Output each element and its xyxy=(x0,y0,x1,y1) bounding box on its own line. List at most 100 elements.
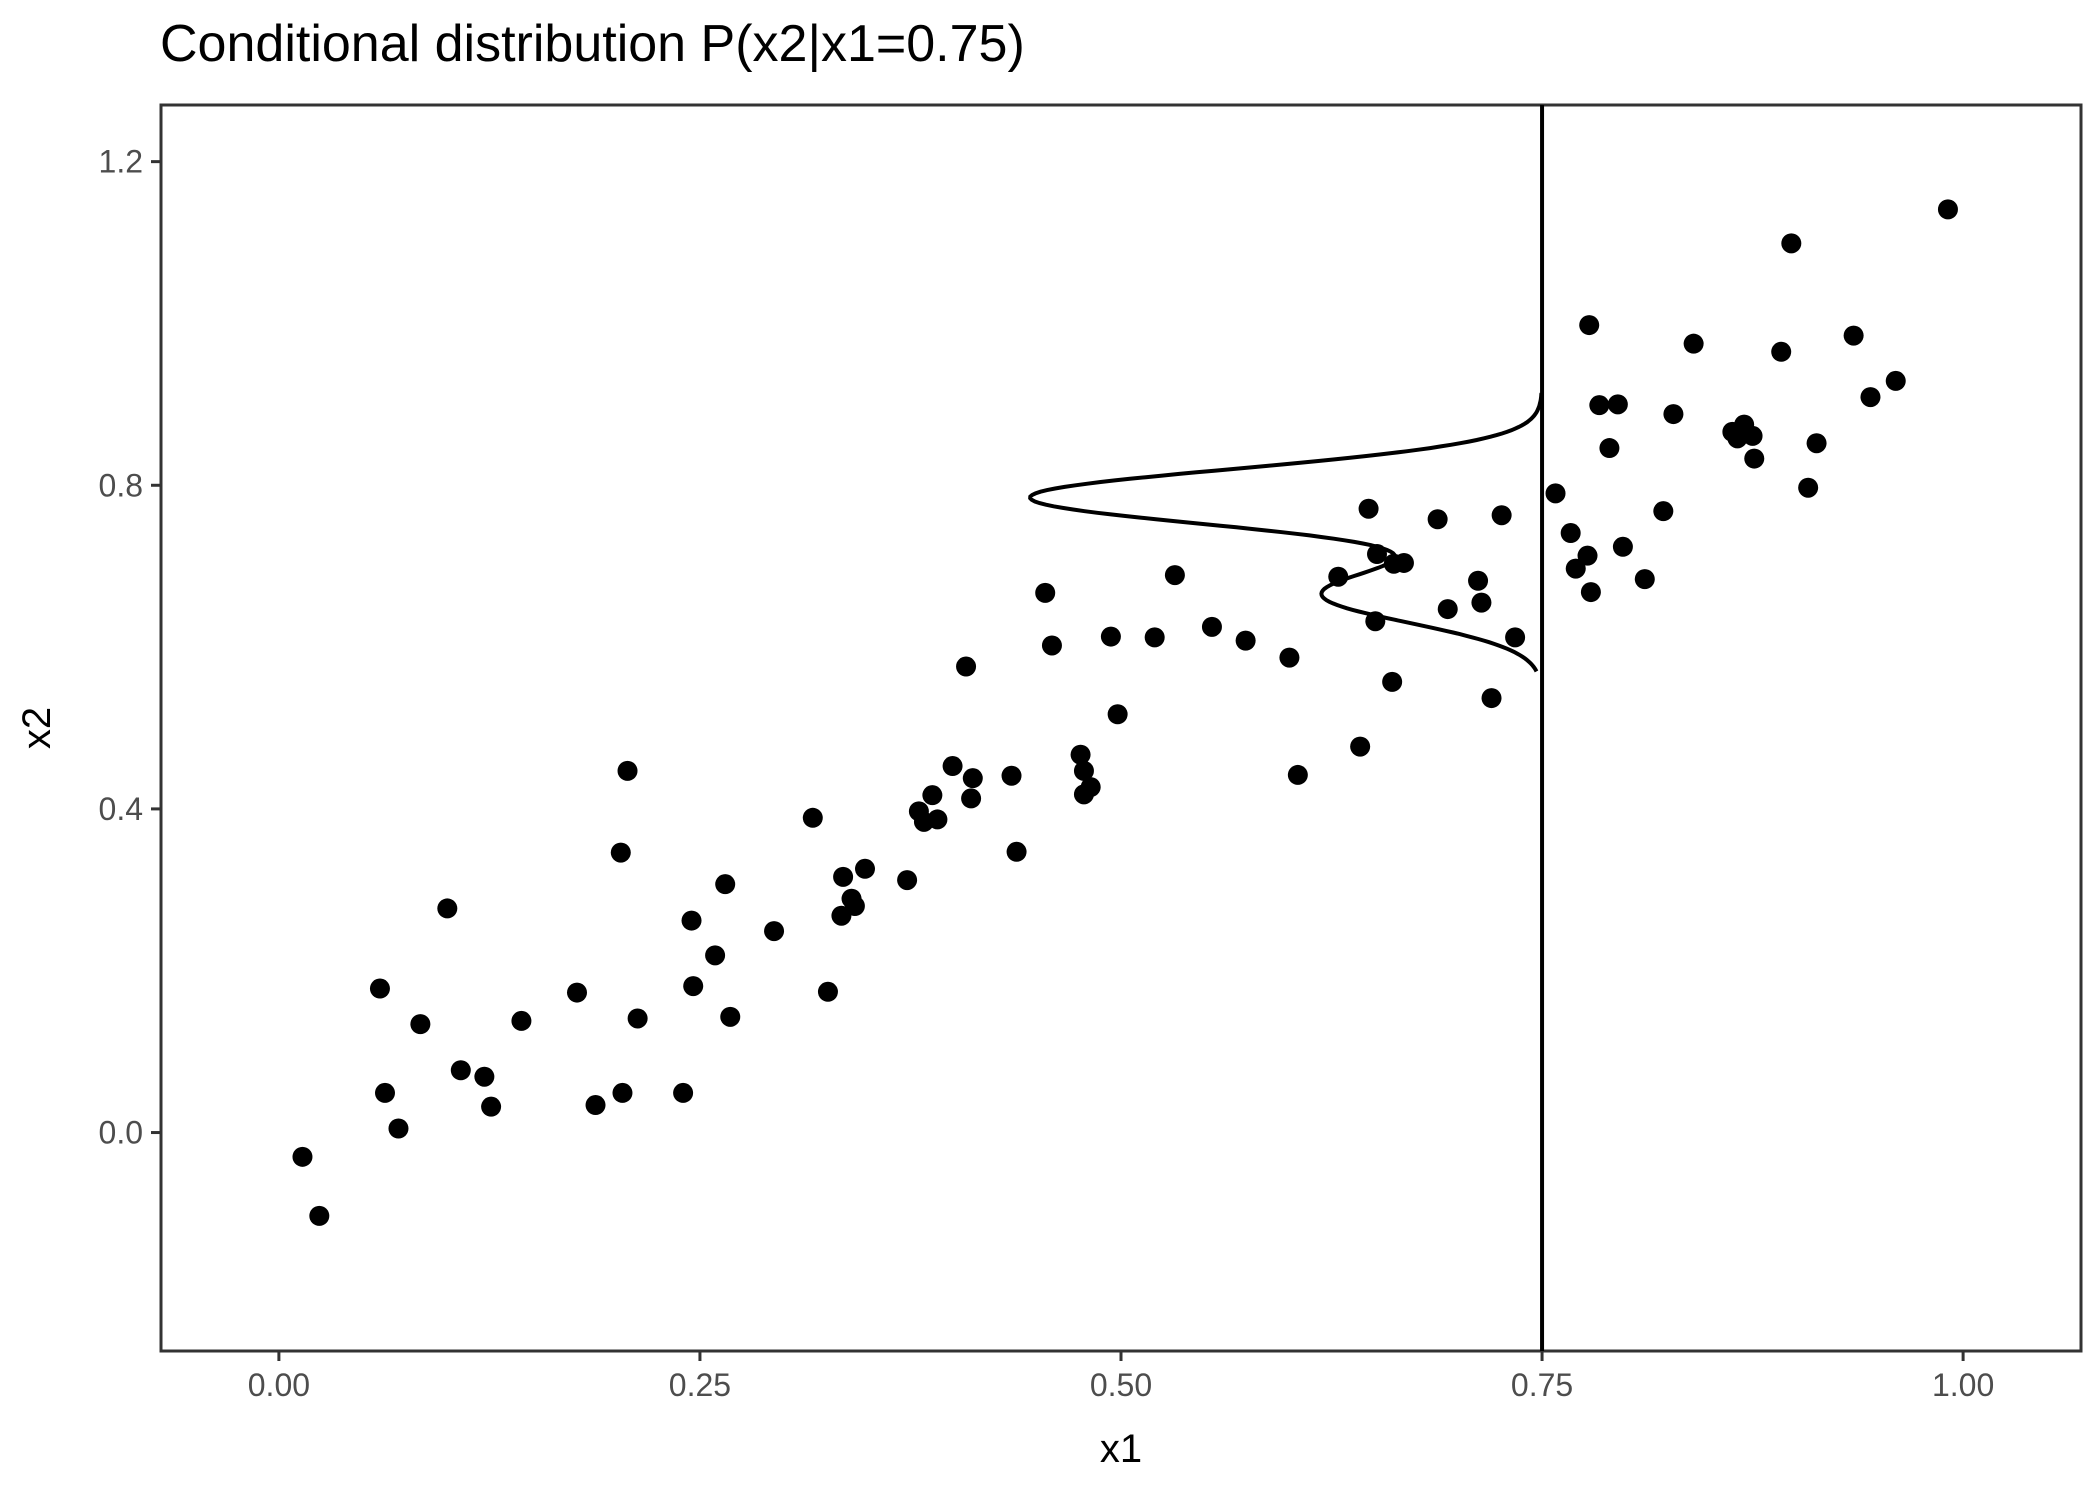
data-point xyxy=(1201,616,1222,637)
data-point xyxy=(1437,599,1458,620)
data-point xyxy=(1505,627,1526,648)
data-point xyxy=(1006,841,1027,862)
y-tick-label: 1.2 xyxy=(99,144,143,180)
data-point xyxy=(627,1008,648,1029)
data-point xyxy=(1806,433,1827,454)
data-point xyxy=(1235,630,1256,651)
data-point xyxy=(1393,552,1414,573)
data-point xyxy=(1560,523,1581,544)
data-point xyxy=(617,760,638,781)
x-tick-label: 1.00 xyxy=(1932,1367,1994,1403)
data-point xyxy=(1663,404,1684,425)
data-point xyxy=(375,1082,395,1103)
data-point xyxy=(681,910,702,931)
data-point xyxy=(1144,627,1165,648)
y-tick-label: 0.8 xyxy=(99,467,143,503)
data-point xyxy=(1350,736,1371,757)
data-point xyxy=(511,1010,532,1031)
data-point xyxy=(474,1066,495,1087)
data-point xyxy=(1481,688,1502,709)
data-point xyxy=(610,842,631,863)
x-tick-label: 0.25 xyxy=(669,1367,731,1403)
data-point xyxy=(1565,558,1586,579)
data-point xyxy=(437,898,458,919)
data-point xyxy=(1781,233,1802,254)
data-point xyxy=(1041,635,1062,656)
data-point xyxy=(720,1006,741,1027)
data-point xyxy=(292,1146,313,1167)
data-point xyxy=(1382,671,1403,692)
data-point xyxy=(956,656,977,677)
data-point xyxy=(1653,501,1674,522)
plot-panel xyxy=(159,103,2083,1353)
data-point xyxy=(1468,570,1489,591)
data-point xyxy=(481,1096,502,1117)
data-point xyxy=(1599,438,1620,459)
data-point xyxy=(855,858,875,879)
data-point xyxy=(1579,315,1600,336)
data-point xyxy=(309,1205,330,1226)
data-point xyxy=(1279,647,1300,668)
data-point xyxy=(1471,592,1492,613)
data-point xyxy=(942,756,963,777)
data-point xyxy=(612,1082,633,1103)
data-point xyxy=(1073,760,1094,781)
data-point xyxy=(802,807,823,828)
data-point xyxy=(683,976,704,997)
data-point xyxy=(585,1095,606,1116)
data-point xyxy=(1107,704,1128,725)
data-point xyxy=(1035,582,1056,603)
data-point xyxy=(705,945,726,966)
x-tick-label: 0.50 xyxy=(1090,1367,1152,1403)
data-point xyxy=(1744,448,1765,469)
y-tick-label: 0.4 xyxy=(99,791,143,827)
conditional-density-curve xyxy=(1028,392,1544,673)
data-point xyxy=(1070,744,1091,765)
y-axis-title: x2 xyxy=(15,707,59,749)
data-point xyxy=(1001,765,1022,786)
data-point xyxy=(567,982,587,1003)
data-point xyxy=(1860,387,1881,408)
x-axis-ticks: 0.00 0.25 0.50 0.75 1.00 xyxy=(248,1351,1994,1403)
data-point xyxy=(673,1082,694,1103)
data-point xyxy=(833,866,854,887)
data-point xyxy=(1885,370,1906,391)
y-tick-label: 0.0 xyxy=(99,1115,143,1151)
chart-title: Conditional distribution P(x2|x1=0.75) xyxy=(160,15,1025,73)
data-point xyxy=(1358,498,1379,519)
x-tick-label: 0.75 xyxy=(1511,1367,1573,1403)
data-point xyxy=(817,981,838,1002)
data-point xyxy=(897,870,918,891)
data-point xyxy=(1545,483,1566,504)
data-point xyxy=(927,809,948,830)
data-point xyxy=(961,788,982,809)
data-point xyxy=(1798,477,1819,498)
data-point xyxy=(1577,545,1598,566)
data-point xyxy=(1427,509,1448,530)
data-point xyxy=(1937,199,1958,220)
x-tick-label: 0.00 xyxy=(248,1367,310,1403)
data-point xyxy=(844,896,865,916)
data-point xyxy=(450,1060,471,1081)
data-point xyxy=(1771,341,1792,362)
data-point xyxy=(922,785,943,806)
data-point xyxy=(1742,425,1763,446)
data-point xyxy=(1683,333,1704,354)
data-point xyxy=(1634,569,1655,590)
data-point xyxy=(1589,395,1610,416)
data-point xyxy=(410,1014,431,1035)
data-point xyxy=(369,978,390,999)
data-point xyxy=(1607,394,1628,415)
data-point xyxy=(388,1118,409,1139)
data-point xyxy=(1843,325,1864,346)
data-point xyxy=(1287,764,1308,785)
data-point xyxy=(1100,626,1121,647)
data-point xyxy=(1080,777,1101,798)
data-point xyxy=(1612,536,1633,557)
data-point xyxy=(1580,582,1601,603)
data-point xyxy=(962,768,983,789)
data-point xyxy=(715,874,736,895)
y-axis-ticks: 0.0 0.4 0.8 1.2 xyxy=(99,144,161,1151)
x-axis-title: x1 xyxy=(1100,1427,1142,1471)
